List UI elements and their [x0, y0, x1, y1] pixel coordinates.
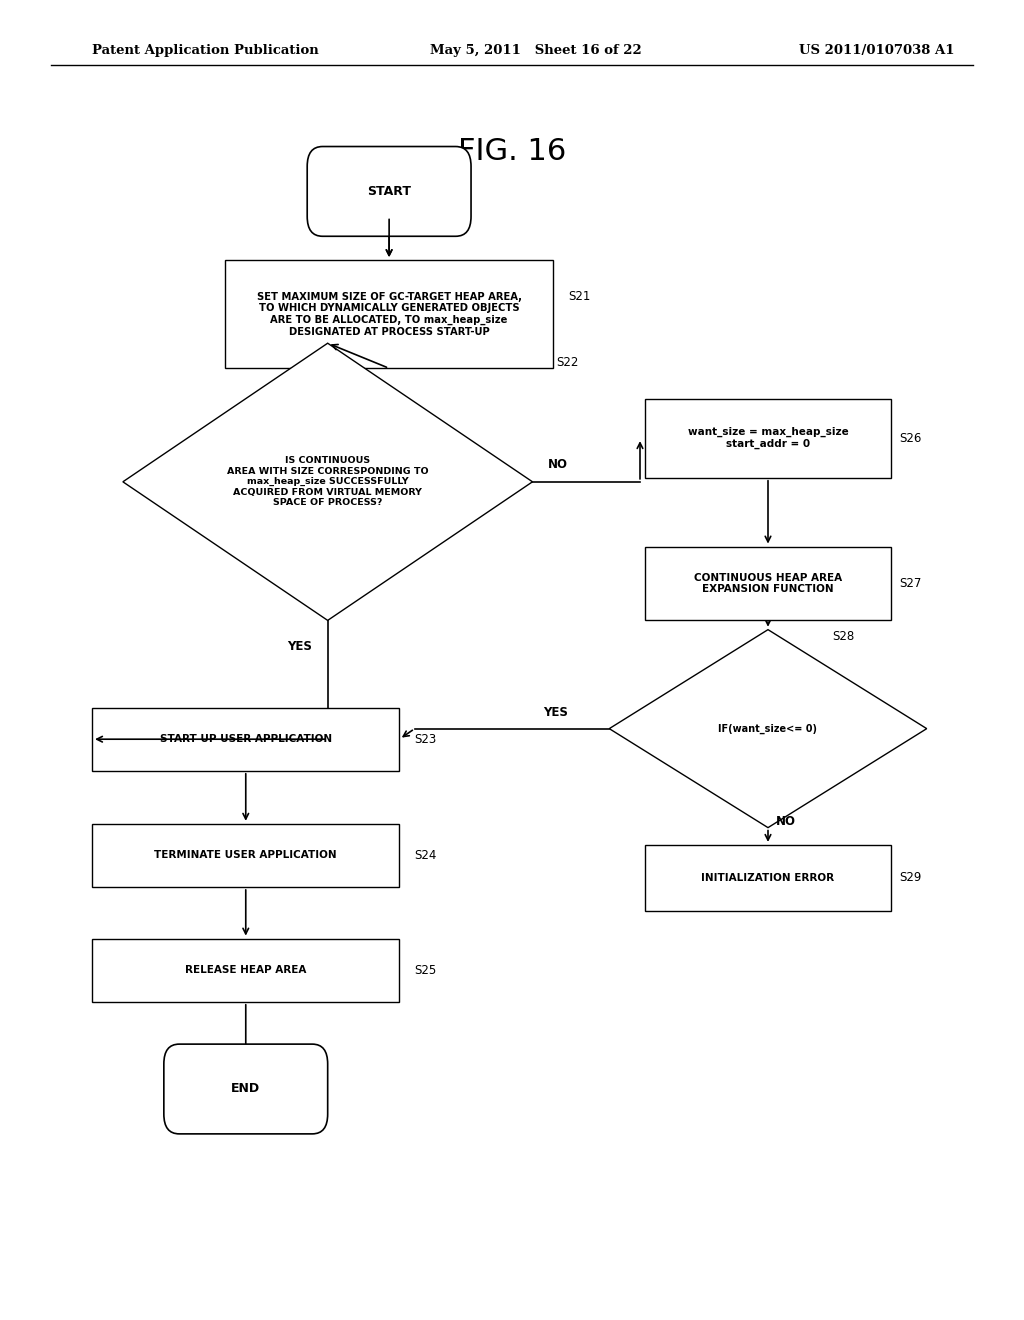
- Text: S26: S26: [899, 432, 922, 445]
- Text: S22: S22: [556, 356, 579, 370]
- Text: SET MAXIMUM SIZE OF GC-TARGET HEAP AREA,
TO WHICH DYNAMICALLY GENERATED OBJECTS
: SET MAXIMUM SIZE OF GC-TARGET HEAP AREA,…: [257, 292, 521, 337]
- Text: RELEASE HEAP AREA: RELEASE HEAP AREA: [185, 965, 306, 975]
- Text: US 2011/0107038 A1: US 2011/0107038 A1: [799, 44, 954, 57]
- FancyBboxPatch shape: [164, 1044, 328, 1134]
- Text: S25: S25: [415, 964, 437, 977]
- Text: May 5, 2011   Sheet 16 of 22: May 5, 2011 Sheet 16 of 22: [430, 44, 642, 57]
- Text: S28: S28: [833, 630, 855, 643]
- Text: INITIALIZATION ERROR: INITIALIZATION ERROR: [701, 873, 835, 883]
- Text: START: START: [368, 185, 411, 198]
- Text: NO: NO: [776, 814, 797, 828]
- FancyBboxPatch shape: [645, 399, 891, 478]
- FancyBboxPatch shape: [92, 939, 399, 1002]
- Text: IS CONTINUOUS
AREA WITH SIZE CORRESPONDING TO
max_heap_size SUCCESSFULLY
ACQUIRE: IS CONTINUOUS AREA WITH SIZE CORRESPONDI…: [227, 457, 428, 507]
- Text: FIG. 16: FIG. 16: [458, 137, 566, 166]
- Text: IF(want_size<= 0): IF(want_size<= 0): [719, 723, 817, 734]
- Text: S21: S21: [568, 290, 591, 304]
- Polygon shape: [123, 343, 532, 620]
- Text: YES: YES: [544, 706, 568, 719]
- Text: want_size = max_heap_size
start_addr = 0: want_size = max_heap_size start_addr = 0: [688, 428, 848, 449]
- FancyBboxPatch shape: [645, 845, 891, 911]
- FancyBboxPatch shape: [92, 824, 399, 887]
- FancyBboxPatch shape: [645, 546, 891, 619]
- Text: TERMINATE USER APPLICATION: TERMINATE USER APPLICATION: [155, 850, 337, 861]
- Text: END: END: [231, 1082, 260, 1096]
- Text: S23: S23: [415, 733, 437, 746]
- Text: S24: S24: [415, 849, 437, 862]
- Text: Patent Application Publication: Patent Application Publication: [92, 44, 318, 57]
- Text: S29: S29: [899, 871, 922, 884]
- Text: START UP USER APPLICATION: START UP USER APPLICATION: [160, 734, 332, 744]
- FancyBboxPatch shape: [307, 147, 471, 236]
- Polygon shape: [609, 630, 927, 828]
- FancyBboxPatch shape: [225, 260, 553, 368]
- Text: S27: S27: [899, 577, 922, 590]
- Text: CONTINUOUS HEAP AREA
EXPANSION FUNCTION: CONTINUOUS HEAP AREA EXPANSION FUNCTION: [694, 573, 842, 594]
- FancyBboxPatch shape: [92, 708, 399, 771]
- Text: YES: YES: [288, 640, 312, 653]
- Text: NO: NO: [548, 458, 568, 471]
